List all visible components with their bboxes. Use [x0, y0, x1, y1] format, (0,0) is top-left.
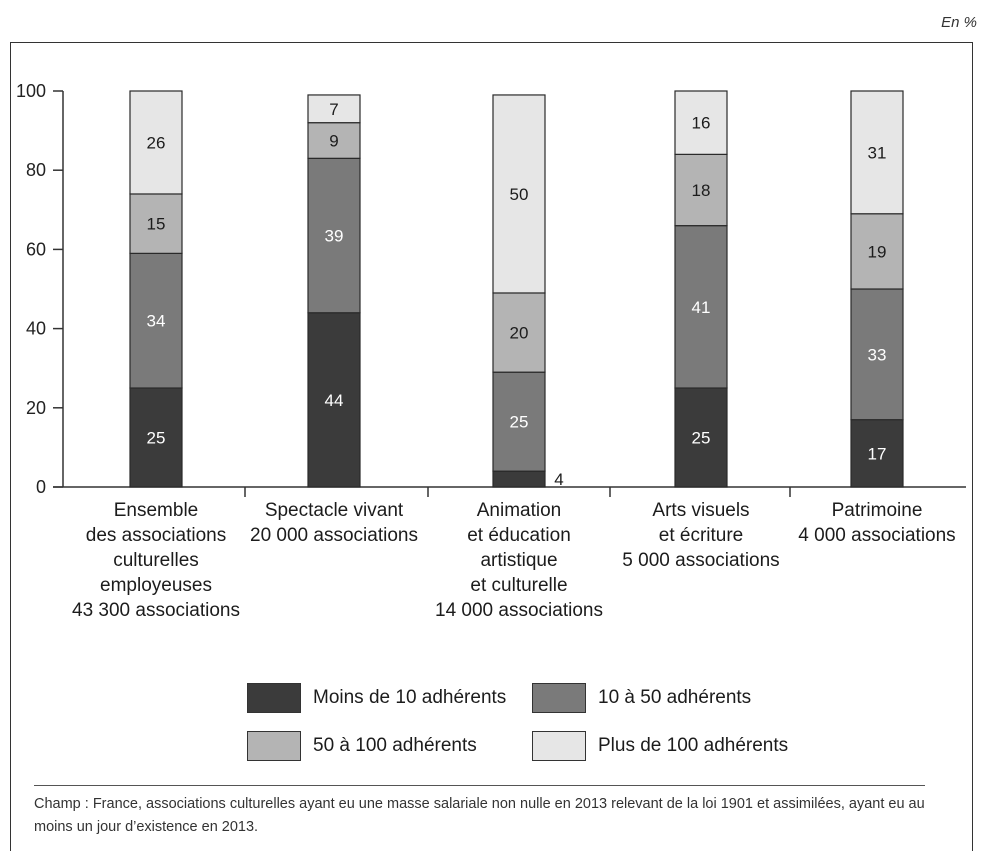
- bar-segment: [850, 90, 904, 215]
- category-label-line: Spectacle vivant: [264, 500, 404, 521]
- data-label: 17: [868, 444, 887, 463]
- legend-label: Moins de 10 adhérents: [313, 687, 507, 708]
- bar-segment: [307, 157, 361, 314]
- data-label: 39: [325, 227, 344, 246]
- category-label-line: culturelles: [113, 550, 199, 571]
- category-label: Patrimoine 4 000 associations: [777, 498, 977, 548]
- legend-swatch: [247, 683, 301, 713]
- category-label-line: 20 000 associations: [250, 525, 418, 546]
- bar-segment: [492, 470, 546, 488]
- legend-item-10-50: 10 à 50 adhérents: [532, 683, 751, 713]
- bar-segment: [850, 288, 904, 421]
- category-label-line: 43 300 associations: [72, 600, 240, 621]
- bar-segment: [129, 90, 183, 195]
- legend-swatch: [532, 731, 586, 761]
- data-label: 31: [868, 143, 887, 162]
- data-label: 25: [692, 429, 711, 448]
- footnote-divider: [34, 785, 925, 786]
- y-tick-label: 20: [26, 398, 46, 418]
- bar-segment: [674, 90, 728, 155]
- legend-item-50-100: 50 à 100 adhérents: [247, 731, 477, 761]
- category-label-line: Animation: [476, 500, 562, 521]
- unit-label: En %: [941, 14, 977, 31]
- legend-label: 10 à 50 adhérents: [598, 687, 752, 708]
- bar-segment: [492, 292, 546, 373]
- data-label: 9: [329, 132, 338, 151]
- bar-segment: [674, 225, 728, 389]
- data-label: 18: [692, 181, 711, 200]
- bar-segment: [492, 94, 546, 294]
- data-label: 41: [692, 298, 711, 317]
- bar-segment: [674, 153, 728, 227]
- category-label-line: et éducation: [467, 525, 571, 546]
- data-label: 50: [510, 185, 529, 204]
- category-label-line: et culturelle: [470, 575, 568, 596]
- stacked-bar-chart: 0 20 40 60 80 100 25 34 15 26 44 39 9 7 4 25 20 50 25 41 18 1…: [16, 81, 966, 497]
- chart-frame: [10, 42, 973, 851]
- data-label: 25: [510, 413, 529, 432]
- data-label: 4: [554, 470, 563, 489]
- bar-segment: [307, 94, 361, 124]
- y-tick-label: 100: [16, 81, 46, 101]
- category-label-line: Arts visuels: [652, 500, 750, 521]
- category-label-line: des associations: [85, 525, 227, 546]
- bar-segment: [674, 387, 728, 488]
- category-label: Animation et éducation artistique et cultur…: [419, 498, 619, 623]
- bar-segment: [129, 387, 183, 488]
- data-label: 34: [147, 312, 166, 331]
- category-label: Spectacle vivant 20 000 associations: [234, 498, 434, 548]
- data-label: 16: [692, 114, 711, 133]
- data-label: 19: [868, 242, 887, 261]
- category-label-line: et écriture: [658, 525, 744, 546]
- data-label: 33: [868, 345, 887, 364]
- legend-item-moins-10: Moins de 10 adhérents: [247, 683, 506, 713]
- category-label-line: 14 000 associations: [435, 600, 603, 621]
- category-label-line: 4 000 associations: [798, 525, 956, 546]
- data-label: 20: [510, 324, 529, 343]
- legend-swatch: [532, 683, 586, 713]
- bar-segment: [307, 312, 361, 488]
- category-label-line: Patrimoine: [831, 500, 923, 521]
- category-label: Ensemble des associations culturelles emplo…: [56, 498, 256, 623]
- y-tick-label: 0: [36, 477, 46, 497]
- footnote: Champ : France, associations culturelles…: [34, 796, 925, 835]
- legend-label: 50 à 100 adhérents: [313, 735, 477, 756]
- y-tick-label: 40: [26, 319, 46, 339]
- legend: Moins de 10 adhérents 10 à 50 adhérents …: [247, 683, 847, 773]
- category-label: Arts visuels et écriture 5 000 association…: [601, 498, 801, 573]
- legend-swatch: [247, 731, 301, 761]
- data-label: 26: [147, 133, 166, 152]
- legend-item-plus-100: Plus de 100 adhérents: [532, 731, 788, 761]
- bar-segment: [492, 371, 546, 472]
- y-tick-label: 60: [26, 239, 46, 259]
- bar-segment: [850, 213, 904, 290]
- bar-segment: [850, 419, 904, 488]
- legend-label: Plus de 100 adhérents: [598, 735, 789, 756]
- category-label-line: Ensemble: [113, 500, 199, 521]
- y-tick-label: 80: [26, 160, 46, 180]
- category-label-line: artistique: [480, 550, 558, 571]
- bar-segment: [129, 193, 183, 254]
- data-label: 7: [329, 100, 338, 119]
- data-label: 44: [325, 391, 344, 410]
- bar-segment: [129, 252, 183, 389]
- data-label: 15: [147, 215, 166, 234]
- category-label-line: 5 000 associations: [622, 550, 780, 571]
- data-label: 25: [147, 429, 166, 448]
- category-label-line: employeuses: [100, 575, 212, 596]
